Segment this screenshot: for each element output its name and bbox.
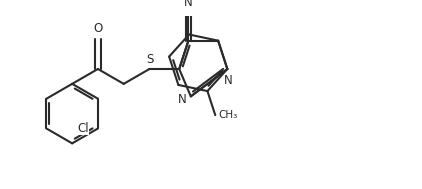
- Text: N: N: [224, 74, 233, 87]
- Text: N: N: [178, 92, 187, 105]
- Text: O: O: [93, 22, 103, 35]
- Text: N: N: [184, 0, 193, 9]
- Text: Cl: Cl: [78, 122, 89, 135]
- Text: CH₃: CH₃: [218, 110, 237, 120]
- Text: S: S: [146, 53, 153, 66]
